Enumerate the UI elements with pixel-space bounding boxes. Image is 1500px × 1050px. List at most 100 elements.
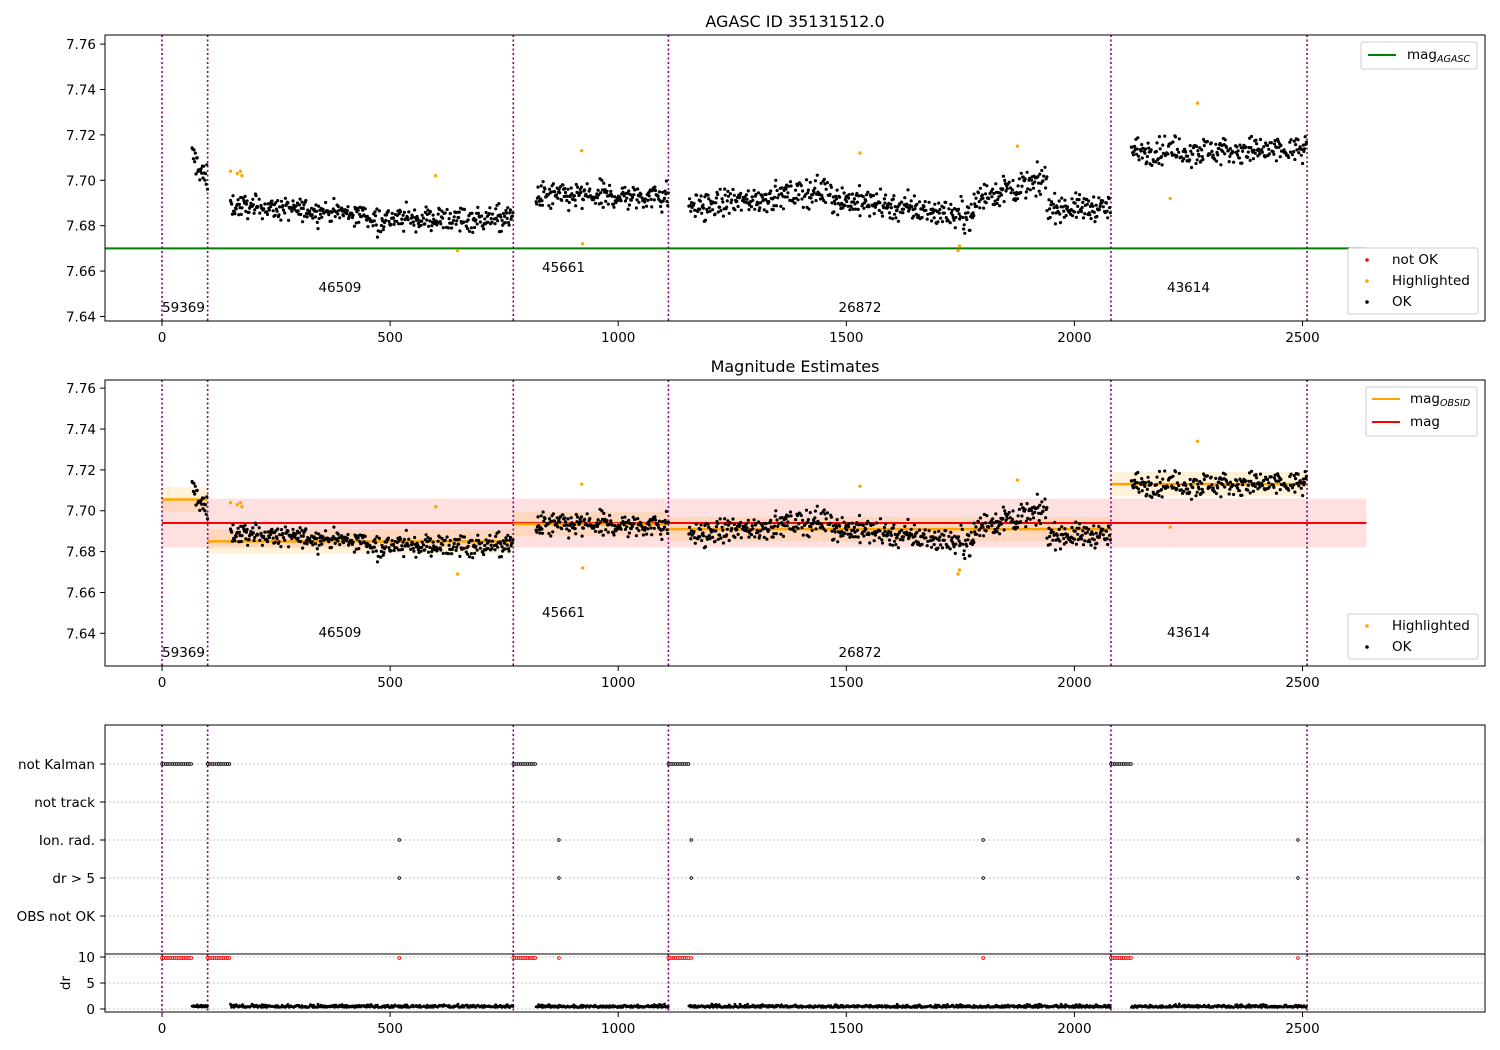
ok-point xyxy=(853,202,857,206)
ok-point xyxy=(889,530,893,535)
ok-point xyxy=(744,193,749,197)
ok-point xyxy=(363,534,367,539)
ok-point xyxy=(257,197,261,201)
ok-point xyxy=(901,538,905,542)
ok-point xyxy=(804,178,809,182)
ok-point xyxy=(909,199,913,203)
ok-point xyxy=(1038,192,1043,196)
ok-point xyxy=(992,191,996,196)
ok-point xyxy=(866,519,870,524)
ok-point xyxy=(984,529,988,533)
ok-point xyxy=(1043,165,1047,169)
ok-point xyxy=(1195,158,1199,162)
ok-point xyxy=(841,206,845,210)
ok-point xyxy=(384,540,389,544)
ok-point xyxy=(426,208,430,212)
ok-point xyxy=(1289,472,1293,476)
ok-point xyxy=(1278,155,1282,159)
ok-point xyxy=(411,546,415,550)
ok-point xyxy=(336,204,340,209)
ok-point xyxy=(689,209,693,213)
ok-point xyxy=(760,524,765,528)
ok-point xyxy=(601,205,605,209)
ok-point xyxy=(576,515,580,519)
ok-point xyxy=(391,542,396,547)
ok-point xyxy=(192,148,196,152)
ok-point xyxy=(1105,537,1109,541)
ok-point xyxy=(1296,138,1300,142)
ok-point xyxy=(664,192,668,196)
ok-point xyxy=(476,205,480,209)
ok-point xyxy=(733,208,737,212)
ok-point xyxy=(487,539,491,543)
ok-point xyxy=(1302,147,1307,151)
ok-point xyxy=(538,531,542,535)
ok-point xyxy=(252,538,256,543)
ok-point xyxy=(563,520,568,524)
ok-point xyxy=(909,527,913,531)
ok-point xyxy=(1065,533,1070,537)
ok-point xyxy=(565,194,570,198)
ok-point xyxy=(891,217,895,221)
ok-point xyxy=(230,530,234,534)
ok-point xyxy=(1070,525,1074,530)
ok-point xyxy=(830,201,834,205)
xtick-label: 1000 xyxy=(601,1021,635,1037)
ok-point xyxy=(579,515,584,519)
ok-point xyxy=(698,199,703,203)
ok-point xyxy=(835,518,839,522)
ok-point xyxy=(700,211,704,215)
ok-point xyxy=(878,201,882,205)
ok-point xyxy=(758,201,763,205)
ok-point xyxy=(551,530,555,534)
ok-point xyxy=(315,547,319,551)
ok-point xyxy=(992,521,996,525)
ok-point xyxy=(298,526,302,530)
ok-point xyxy=(1130,145,1134,149)
ok-point xyxy=(338,216,342,220)
ok-point xyxy=(901,535,906,539)
ok-point xyxy=(716,210,720,214)
ok-point xyxy=(401,540,405,544)
ok-point xyxy=(199,167,203,171)
dr-point xyxy=(511,1005,515,1008)
ok-point xyxy=(889,533,894,538)
ok-point xyxy=(1296,472,1300,476)
ok-point xyxy=(756,202,760,206)
ok-point xyxy=(913,207,917,211)
ok-point xyxy=(273,540,277,544)
ok-point xyxy=(1274,159,1278,163)
ok-point xyxy=(962,223,966,227)
ok-point xyxy=(558,520,562,524)
ok-point xyxy=(693,541,697,545)
ok-point xyxy=(441,543,445,547)
ok-point xyxy=(862,206,866,210)
ok-point xyxy=(949,530,953,535)
ok-point xyxy=(705,210,710,214)
obsid-label: 45661 xyxy=(542,260,585,276)
ok-point xyxy=(843,531,847,536)
ok-point xyxy=(1139,149,1143,153)
flag-label-not-track: not track xyxy=(34,795,95,811)
ok-point xyxy=(1077,526,1081,530)
ok-point xyxy=(824,517,828,521)
ok-point xyxy=(1292,150,1296,154)
ok-point xyxy=(193,160,197,164)
ok-point xyxy=(622,194,626,198)
ok-point xyxy=(414,555,418,559)
ok-point xyxy=(371,224,375,228)
ok-point xyxy=(731,517,735,521)
ok-point xyxy=(725,199,729,203)
ok-point xyxy=(311,543,315,547)
ok-point xyxy=(978,206,982,210)
ok-point xyxy=(346,532,350,537)
ok-point xyxy=(1200,155,1204,159)
ok-point xyxy=(276,527,280,531)
ok-point xyxy=(588,187,592,191)
ok-point xyxy=(412,223,416,227)
ok-point xyxy=(1136,136,1140,140)
ok-point xyxy=(192,481,196,485)
ok-point xyxy=(294,532,298,536)
ok-point xyxy=(466,552,470,556)
